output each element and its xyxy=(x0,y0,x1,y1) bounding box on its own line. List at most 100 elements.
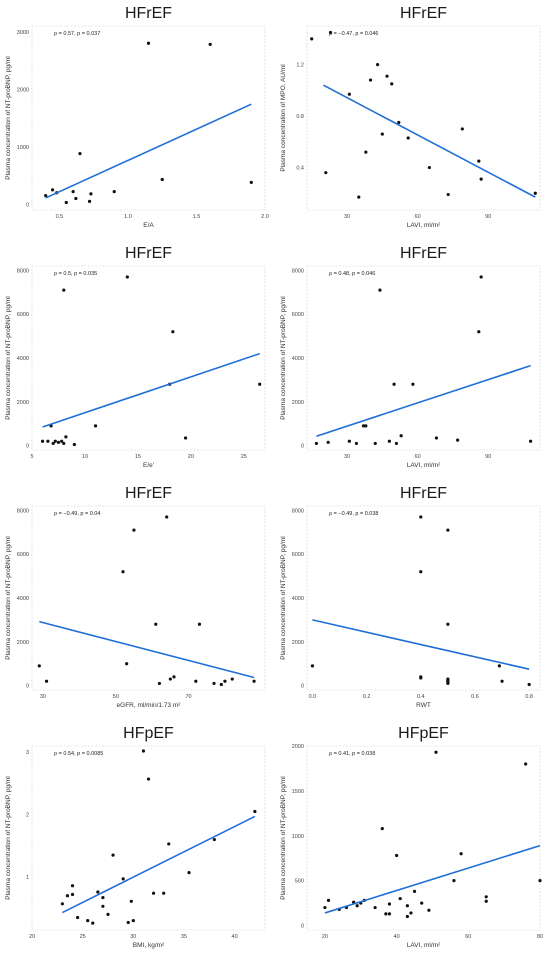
y-tick-label: 8000 xyxy=(17,508,29,514)
data-point xyxy=(141,749,146,753)
data-point xyxy=(131,919,135,923)
data-point xyxy=(538,879,542,883)
data-point xyxy=(310,37,314,41)
data-point xyxy=(219,682,223,687)
data-point xyxy=(72,442,76,447)
data-point xyxy=(357,195,361,199)
data-point xyxy=(64,435,68,439)
data-point xyxy=(355,904,359,908)
scatter-plot-svg: HFrEF ρ = 0.57, p = 0.037 0.5 1.0 1.5 2.0 0 100… xyxy=(5,5,269,229)
scatter-plot-svg: HFrEF ρ = 0.5, p = 0.035 5 10 15 20 25 0 2000 400… xyxy=(5,245,266,469)
data-point xyxy=(121,877,125,881)
data-point xyxy=(527,682,531,687)
data-point xyxy=(477,330,481,334)
chart-panel-8: HFpEF ρ = 0.41, p = 0.038 20 40 60 80 0 500 1000… xyxy=(275,720,550,961)
data-point xyxy=(420,901,424,905)
data-point xyxy=(86,919,90,923)
data-point xyxy=(249,180,253,184)
data-point xyxy=(125,662,129,666)
data-point xyxy=(194,679,198,683)
scatter-plot-svg: HFpEF ρ = 0.41, p = 0.038 20 40 60 80 0 500 1000… xyxy=(280,725,543,949)
y-tick-label: 6000 xyxy=(292,312,304,318)
x-axis-label: E/e' xyxy=(143,462,154,469)
data-point xyxy=(497,664,501,668)
data-point xyxy=(56,440,61,444)
data-point xyxy=(364,150,368,154)
data-point xyxy=(65,894,70,898)
data-point xyxy=(405,904,409,908)
y-tick-label: 2000 xyxy=(17,400,29,406)
y-tick-label: 6000 xyxy=(17,312,29,318)
y-tick-label: 1 xyxy=(26,875,29,881)
y-tick-label: 2 xyxy=(26,813,29,819)
y-axis-label: Plasma concentration of NT-proBNP, pg/ml xyxy=(280,776,287,900)
x-tick-label: 25 xyxy=(80,934,86,940)
data-point xyxy=(323,905,327,910)
y-tick-label: 0 xyxy=(301,684,304,690)
data-point xyxy=(62,288,66,292)
data-point xyxy=(40,439,45,443)
scatter-plot-svg: HFrEF ρ = 0.48, p = 0.046 30 60 90 0 2000 4000 6… xyxy=(280,245,541,469)
data-point xyxy=(167,842,171,846)
x-axis-label: LAVI, ml/m² xyxy=(407,942,441,949)
x-tick-label: 90 xyxy=(485,214,491,220)
data-point xyxy=(378,288,382,292)
y-axis-label: Plasma concentration of NT-proBNP, pg/ml xyxy=(5,56,12,180)
chart-title: HFrEF xyxy=(125,5,172,22)
data-point xyxy=(387,439,391,443)
x-tick-label: 60 xyxy=(415,214,421,220)
data-point xyxy=(354,441,359,446)
data-point xyxy=(44,679,49,683)
data-point xyxy=(446,528,450,532)
chart-title: HFrEF xyxy=(125,485,172,502)
x-axis-label: LAVI, ml/m² xyxy=(407,462,441,469)
x-tick-label: 30 xyxy=(130,934,136,940)
data-point xyxy=(89,192,93,196)
x-tick-label: 40 xyxy=(394,934,400,940)
data-point xyxy=(479,177,483,181)
data-point xyxy=(376,63,380,67)
x-axis-label: RWT xyxy=(416,702,431,709)
data-point xyxy=(373,441,377,446)
plot-frame xyxy=(31,25,266,211)
data-point xyxy=(93,424,98,428)
data-point xyxy=(51,441,55,446)
y-tick-label: 4000 xyxy=(292,596,304,602)
y-tick-label: 4000 xyxy=(17,596,29,602)
x-tick-label: 2.0 xyxy=(261,214,269,220)
regression-line xyxy=(42,352,260,428)
chart-panel-3: HFrEF ρ = 0.5, p = 0.035 5 10 15 20 25 0 2000 400… xyxy=(0,240,275,480)
data-point xyxy=(223,679,227,683)
x-tick-label: 0.8 xyxy=(525,694,533,700)
x-tick-label: 20 xyxy=(188,454,194,460)
data-point xyxy=(399,434,403,438)
data-point xyxy=(78,152,82,156)
data-point xyxy=(326,440,330,444)
y-tick-label: 1000 xyxy=(292,834,304,840)
data-point xyxy=(46,439,50,443)
data-point xyxy=(146,777,151,781)
data-point xyxy=(151,891,156,895)
x-axis-label: E/A xyxy=(143,222,154,229)
x-tick-label: 35 xyxy=(181,934,187,940)
data-point xyxy=(230,677,234,681)
data-point xyxy=(146,41,151,45)
data-point xyxy=(111,853,115,857)
data-point xyxy=(533,191,537,195)
correlation-annotation: ρ = −0.47, p = 0.046 xyxy=(329,31,378,37)
x-tick-label: 5 xyxy=(30,454,33,460)
data-point xyxy=(101,904,105,908)
data-point xyxy=(364,424,368,428)
correlation-annotation: ρ = 0.41, p = 0.038 xyxy=(329,751,375,757)
data-point xyxy=(253,809,257,814)
data-point xyxy=(60,439,64,443)
data-point xyxy=(347,92,351,96)
y-axis-label: Plasma concentration of NT-proBNP, pg/ml xyxy=(280,536,287,660)
x-tick-label: 10 xyxy=(82,454,88,460)
chart-title: HFpEF xyxy=(123,725,174,742)
regression-line xyxy=(323,84,536,198)
plot-frame xyxy=(306,25,541,211)
data-point xyxy=(125,275,129,279)
x-tick-label: 30 xyxy=(344,214,350,220)
data-point xyxy=(165,515,169,519)
